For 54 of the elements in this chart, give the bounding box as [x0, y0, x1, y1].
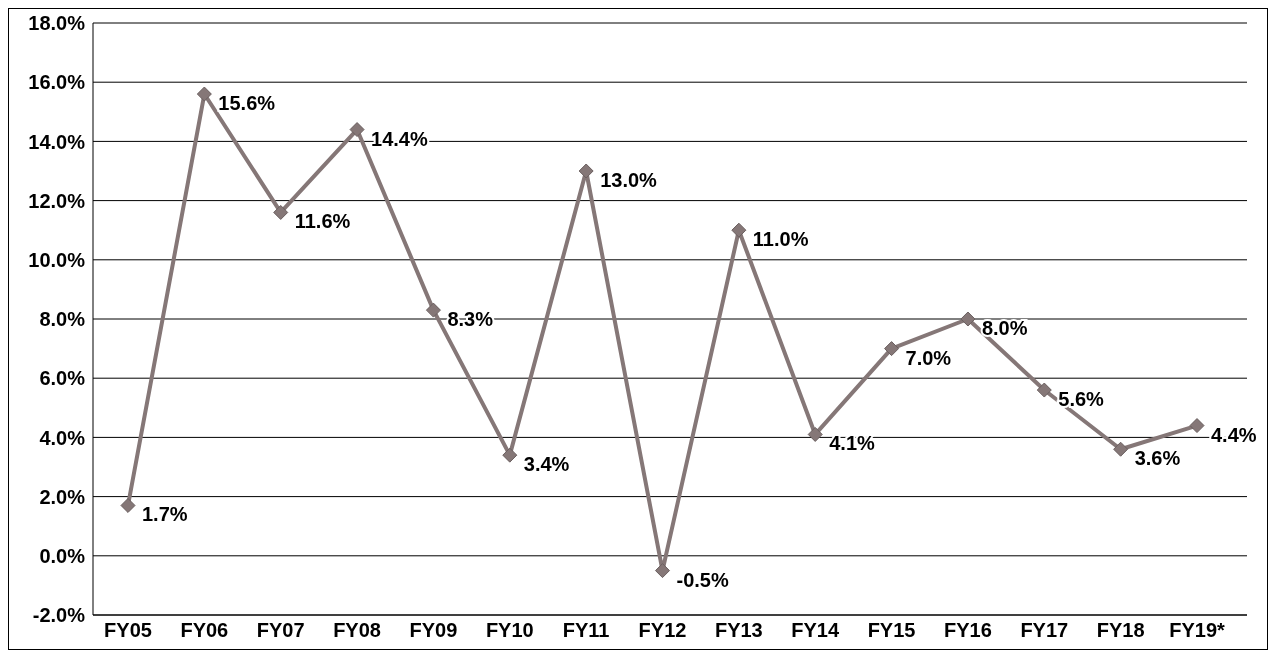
- point: [884, 341, 900, 357]
- y-tick-label: -2.0%: [32, 604, 86, 627]
- x-tick-label: FY07: [256, 619, 305, 642]
- point: [960, 311, 976, 327]
- point: [578, 163, 594, 179]
- data-label: 8.3%: [447, 308, 494, 331]
- point: [655, 563, 670, 579]
- y-tick-label: 4.0%: [39, 426, 86, 449]
- data-label: 3.4%: [523, 453, 570, 476]
- x-tick-label: FY19*: [1169, 619, 1226, 642]
- data-label: 8.0%: [981, 317, 1028, 339]
- point: [196, 86, 212, 102]
- point: [807, 426, 823, 442]
- x-tick-label: FY10: [485, 619, 534, 642]
- point: [349, 122, 365, 138]
- data-label: 4.1%: [829, 432, 876, 455]
- x-tick-label: FY13: [714, 619, 763, 642]
- y-tick-label: 8.0%: [39, 308, 86, 331]
- data-label: -0.5%: [676, 568, 729, 591]
- x-tick-label: FY18: [1096, 619, 1145, 642]
- point: [1036, 382, 1052, 398]
- x-tick-label: FY06: [180, 619, 229, 642]
- x-tick-label: FY05: [104, 619, 152, 642]
- x-tick-label: FY11: [562, 619, 610, 642]
- data-label: 11.6%: [294, 210, 351, 233]
- point: [1189, 418, 1205, 434]
- y-tick-label: 6.0%: [39, 367, 86, 390]
- data-label: 5.6%: [1058, 388, 1105, 411]
- y-tick-label: 10.0%: [28, 248, 86, 271]
- y-tick-label: 16.0%: [28, 71, 86, 94]
- point: [425, 302, 441, 318]
- x-tick-label: FY17: [1020, 619, 1069, 642]
- x-tick-label: FY09: [409, 619, 458, 642]
- data-label: 1.7%: [142, 503, 188, 526]
- point: [1113, 441, 1129, 457]
- data-label: 11.0%: [752, 228, 809, 251]
- data-label: 15.6%: [218, 92, 276, 115]
- x-tick-label: FY08: [333, 619, 381, 642]
- x-tick-label: FY15: [867, 619, 916, 642]
- x-tick-label: FY16: [944, 619, 992, 642]
- data-label: 3.6%: [1134, 447, 1181, 470]
- x-tick-label: FY12: [638, 619, 687, 642]
- y-tick-label: 12.0%: [28, 189, 86, 212]
- y-tick-label: 2.0%: [39, 485, 86, 508]
- point: [731, 222, 747, 238]
- data-label: 7.0%: [905, 346, 952, 369]
- point: [502, 447, 518, 463]
- point: [273, 204, 289, 220]
- x-tick-label: FY14: [791, 619, 840, 642]
- point: [120, 497, 136, 513]
- y-tick-label: 0.0%: [39, 544, 86, 567]
- y-tick-label: 18.0%: [28, 12, 86, 35]
- data-label: 13.0%: [600, 169, 658, 191]
- y-tick-label: 14.0%: [28, 130, 86, 153]
